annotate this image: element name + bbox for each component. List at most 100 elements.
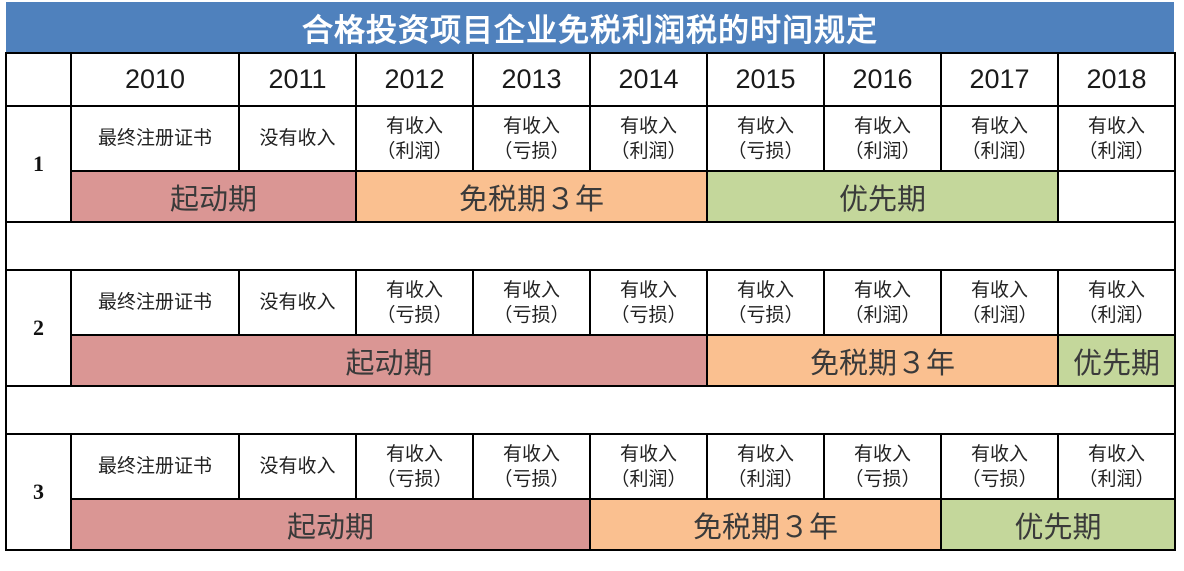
income-status-text: （亏损） (727, 303, 804, 326)
income-status-text: 有收入 (970, 442, 1028, 465)
scenario-phase-row: 起动期 免税期３年 优先期 (6, 170, 1176, 223)
income-status-text: 有收入 (736, 278, 794, 301)
year-header: 2018 (1057, 52, 1176, 107)
income-status-text: （利润） (1078, 139, 1155, 162)
income-status-text: 有收入 (502, 442, 560, 465)
income-status-cell: 没有收入 (238, 269, 357, 336)
phase-startup-cell: 起动期 (70, 498, 591, 551)
phase-startup-cell: 起动期 (70, 334, 708, 387)
income-status-text: 有收入 (619, 278, 677, 301)
income-status-text: 有收入 (970, 114, 1028, 137)
scenario-number: 3 (5, 433, 72, 551)
scenario-phase-row: 起动期 免税期３年 优先期 (6, 498, 1176, 551)
income-status-cell: 有收入 （利润） (355, 105, 474, 172)
income-status-text: 有收入 (385, 442, 443, 465)
income-status-cell: 有收入 （利润） (1057, 433, 1176, 500)
income-status-text: （利润） (844, 303, 921, 326)
income-status-cell: 有收入 （亏损） (355, 269, 474, 336)
income-status-cell: 没有收入 (238, 433, 357, 500)
phase-exempt-cell: 免税期３年 (589, 498, 942, 551)
income-status-text: 没有收入 (259, 291, 336, 313)
income-status-text: 有收入 (853, 442, 911, 465)
income-status-text: （亏损） (727, 139, 804, 162)
year-header: 2011 (238, 52, 357, 107)
income-status-text: 有收入 (970, 278, 1028, 301)
income-status-text: 最终注册证书 (97, 455, 212, 477)
income-status-text: （利润） (1078, 467, 1155, 490)
spacer-row (5, 221, 1176, 271)
scenario-notes-row: 1 最终注册证书 没有收入 有收入 （利润） 有收入 （亏损） 有收入 （利润） 有收入 （亏损）有… (5, 105, 1176, 223)
income-status-cell: 最终注册证书 (70, 269, 240, 336)
income-status-cell: 有收入 （利润） (940, 269, 1059, 336)
income-status-text: 有收入 (853, 278, 911, 301)
income-status-cell: 有收入 （亏损） (472, 105, 591, 172)
income-status-cell: 有收入 （利润） (823, 105, 942, 172)
income-status-cell: 有收入 （亏损） (589, 269, 708, 336)
income-status-cell: 有收入 （亏损） (940, 433, 1059, 500)
income-status-text: 最终注册证书 (97, 127, 212, 149)
income-status-text: 最终注册证书 (97, 291, 212, 313)
tax-timeline-table: 2010 2011 2012 2013 2014 2015 2016 2017 2018 1 最终注… (5, 52, 1176, 551)
income-status-cell: 有收入 （亏损） (823, 433, 942, 500)
year-header: 2013 (472, 52, 591, 107)
income-status-text: 有收入 (502, 114, 560, 137)
income-status-text: （亏损） (376, 303, 453, 326)
income-status-cell: 有收入 （利润） (589, 105, 708, 172)
income-status-text: 有收入 (736, 442, 794, 465)
income-status-text: （亏损） (610, 303, 687, 326)
income-status-text: （利润） (610, 139, 687, 162)
phase-priority-cell: 优先期 (706, 170, 1059, 223)
year-header-row: 2010 2011 2012 2013 2014 2015 2016 2017 2018 (5, 52, 1176, 107)
income-status-text: （利润） (961, 139, 1038, 162)
phase-priority-cell: 优先期 (1057, 334, 1176, 387)
income-status-text: （利润） (610, 467, 687, 490)
year-header: 2017 (940, 52, 1059, 107)
income-status-cell: 有收入 （利润） (1057, 105, 1176, 172)
income-status-text: （亏损） (961, 467, 1038, 490)
income-status-cell: 有收入 （利润） (940, 105, 1059, 172)
page-title: 合格投资项目企业免税利润税的时间规定 (6, 2, 1174, 52)
income-status-text: （亏损） (493, 467, 570, 490)
phase-priority-cell: 优先期 (940, 498, 1176, 551)
income-status-text: （利润） (376, 139, 453, 162)
phase-exempt-cell: 免税期３年 (355, 170, 708, 223)
income-status-text: 有收入 (619, 114, 677, 137)
income-status-text: 有收入 (619, 442, 677, 465)
income-status-text: （亏损） (844, 467, 921, 490)
year-header: 2012 (355, 52, 474, 107)
phase-none-cell (1057, 170, 1176, 223)
income-status-cell: 没有收入 (238, 105, 357, 172)
phase-exempt-cell: 免税期３年 (706, 334, 1059, 387)
income-status-text: （利润） (961, 303, 1038, 326)
scenario-number: 2 (5, 269, 72, 387)
income-status-text: 有收入 (736, 114, 794, 137)
phase-startup-cell: 起动期 (70, 170, 357, 223)
income-status-text: （亏损） (376, 467, 453, 490)
income-status-text: （利润） (844, 139, 921, 162)
income-status-text: （亏损） (493, 139, 570, 162)
scenario-number: 1 (5, 105, 72, 223)
income-status-text: 没有收入 (259, 455, 336, 477)
income-status-text: 有收入 (1087, 442, 1145, 465)
income-status-text: 有收入 (1087, 278, 1145, 301)
scenario-notes-row: 2 最终注册证书 没有收入 有收入 （亏损） 有收入 （亏损） 有收入 （亏损） 有收入 （亏损）有… (5, 269, 1176, 387)
scenario-notes-row: 3 最终注册证书 没有收入 有收入 （亏损） 有收入 （亏损） 有收入 （利润） 有收入 （利润）有… (5, 433, 1176, 551)
income-status-cell: 有收入 （利润） (1057, 269, 1176, 336)
spacer-row (5, 385, 1176, 435)
income-status-cell: 有收入 （利润） (589, 433, 708, 500)
income-status-cell: 有收入 （利润） (823, 269, 942, 336)
income-status-text: （亏损） (493, 303, 570, 326)
income-status-cell: 有收入 （亏损） (472, 269, 591, 336)
year-header: 2016 (823, 52, 942, 107)
income-status-cell: 最终注册证书 (70, 433, 240, 500)
income-status-text: 有收入 (1087, 114, 1145, 137)
year-header: 2010 (70, 52, 240, 107)
scenario-phase-row: 起动期 免税期３年 优先期 (6, 334, 1176, 387)
year-header: 2015 (706, 52, 825, 107)
income-status-cell: 有收入 （亏损） (706, 269, 825, 336)
income-status-cell: 有收入 （利润） (706, 433, 825, 500)
income-status-text: 没有收入 (259, 127, 336, 149)
income-status-text: 有收入 (502, 278, 560, 301)
income-status-cell: 最终注册证书 (70, 105, 240, 172)
income-status-text: 有收入 (853, 114, 911, 137)
